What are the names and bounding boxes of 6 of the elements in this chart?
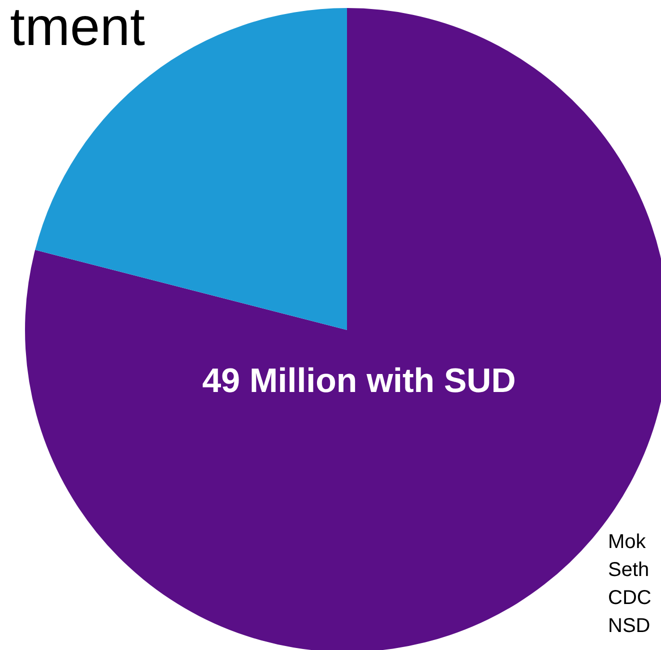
text: Mok xyxy=(608,531,647,553)
text: Seth xyxy=(608,559,650,581)
text: CDC xyxy=(608,587,652,609)
text: NSD xyxy=(608,615,650,637)
chart-title: tment xyxy=(10,0,146,57)
slice-label: 49 Million with SUD xyxy=(202,362,516,400)
